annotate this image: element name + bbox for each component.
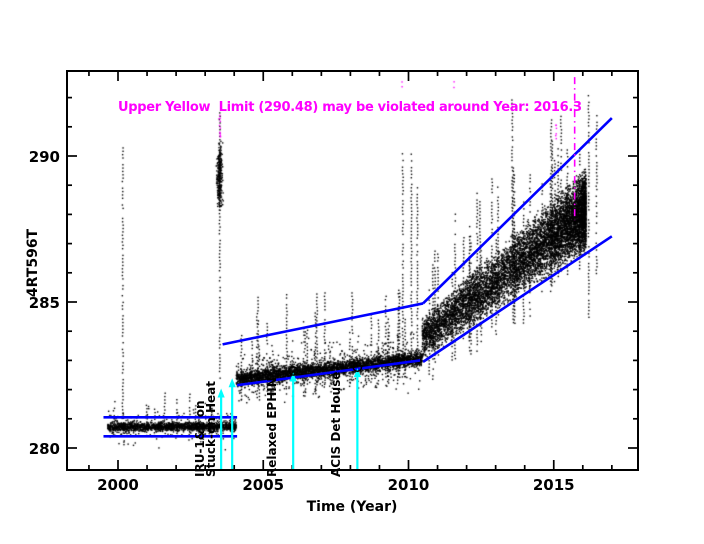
envelope-line-epoch3-upper (422, 117, 613, 305)
x-axis-label: Time (Year) (306, 499, 398, 515)
envelope-line-epoch3-lower (422, 235, 613, 363)
y-tick-label: 290 (28, 148, 60, 166)
plot-title: Upper Yellow Limit (290.48) may be viola… (118, 100, 582, 115)
event-circle-marker (352, 362, 363, 373)
event-label-acis-det-house: ACIS Det House (329, 371, 344, 477)
event-label-stuck-on-heat: Stuck-on Heat (204, 381, 219, 477)
envelope-line-epoch2-upper (222, 302, 424, 346)
x-tick-label: 2000 (97, 476, 139, 494)
up-arrow-icon (353, 368, 361, 378)
plot-frame (66, 70, 639, 471)
envelope-line-epoch2-lower (236, 359, 421, 387)
event-circle-marker (288, 365, 299, 376)
x-tick-label: 2010 (387, 476, 430, 494)
up-arrow-icon (228, 378, 236, 388)
y-tick-label: 280 (28, 440, 60, 458)
up-arrow-icon (289, 372, 297, 382)
up-arrow-icon (217, 388, 225, 398)
y-tick-label: 285 (28, 294, 60, 312)
x-tick-label: 2015 (532, 476, 575, 494)
event-label-relaxed-ephin: Relaxed EPHIN (265, 377, 280, 477)
x-tick-label: 2005 (242, 476, 285, 494)
